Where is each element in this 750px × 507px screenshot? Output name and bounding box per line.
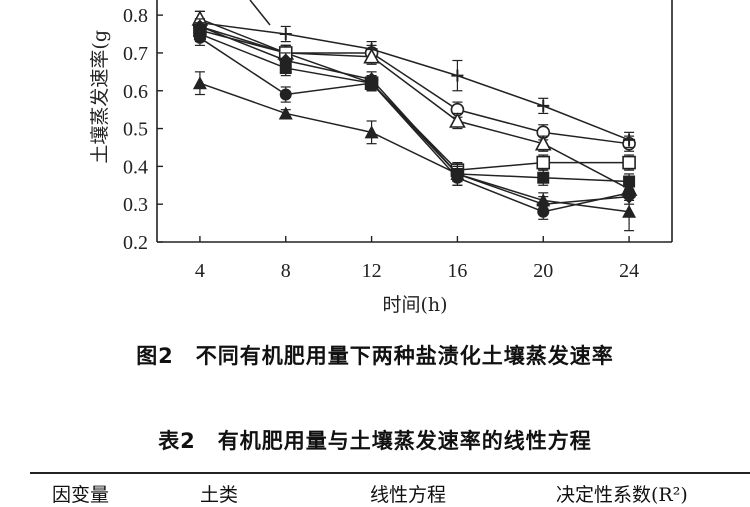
chart-axes: 0.2 0.3 0.4 0.5 0.6 0.7 0.8 4 8 12 16 20 24 xyxy=(123,0,673,282)
table-header-dependent-variable: 因变量 xyxy=(52,484,110,506)
y-tick-label: 0.3 xyxy=(123,194,148,216)
series-line xyxy=(199,21,630,141)
data-point-filled-triangle xyxy=(364,125,379,139)
data-point-filled-diamond xyxy=(364,72,379,87)
table-header-r-squared: 决定性系数(R²) xyxy=(556,484,688,506)
table-header-linear-equation: 线性方程 xyxy=(370,484,447,506)
y-tick-label: 0.5 xyxy=(123,119,148,141)
data-point-open-square xyxy=(622,155,636,170)
series-line xyxy=(199,25,630,205)
data-point-open-triangle xyxy=(449,112,466,128)
data-point-filled-circle xyxy=(193,31,206,44)
data-point-filled-triangle xyxy=(450,166,465,180)
chart-plot-area xyxy=(191,0,638,232)
x-tick-label: 24 xyxy=(619,260,639,282)
data-point-open-triangle xyxy=(534,135,552,151)
data-point-filled-triangle xyxy=(622,204,637,218)
data-point-cross xyxy=(537,99,550,112)
x-tick-label: 16 xyxy=(447,260,467,282)
chart: 0.2 0.3 0.4 0.5 0.6 0.7 0.8 4 8 12 16 20 24 土壤蒸发速率(g… xyxy=(89,0,673,316)
figure-caption: 图2 不同有机肥用量下两种盐渍化土壤蒸发速率 xyxy=(136,344,614,368)
table-header-soil-type: 土类 xyxy=(200,484,239,506)
series-line xyxy=(199,82,630,213)
x-axis-label: 时间(h) xyxy=(382,294,447,316)
data-point-open-square xyxy=(536,155,551,170)
data-point-filled-circle xyxy=(279,88,292,101)
data-point-cross xyxy=(279,28,292,41)
data-point-filled-diamond xyxy=(278,53,293,68)
x-tick-label: 4 xyxy=(195,260,205,282)
data-point-filled-square xyxy=(537,171,550,184)
data-point-cross xyxy=(623,133,636,146)
series-line xyxy=(199,37,630,213)
x-tick-label: 8 xyxy=(281,260,291,282)
table-caption: 表2 有机肥用量与土壤蒸发速率的线性方程 xyxy=(158,429,592,453)
data-point-filled-diamond xyxy=(192,19,207,34)
y-tick-label: 0.8 xyxy=(123,5,148,27)
y-tick-label: 0.6 xyxy=(123,81,148,103)
series-4 xyxy=(193,22,636,179)
y-axis-label: 土壤蒸发速率(g xyxy=(89,30,111,164)
table-top-rule xyxy=(30,472,750,474)
series-8 xyxy=(192,71,637,232)
series-line xyxy=(199,33,630,183)
series-line xyxy=(199,18,630,190)
data-point-open-triangle xyxy=(363,48,380,64)
y-tick-label: 0.2 xyxy=(123,232,148,254)
series-7 xyxy=(192,18,637,213)
data-point-filled-square xyxy=(623,175,636,188)
data-point-filled-triangle xyxy=(192,76,207,90)
data-point-filled-triangle xyxy=(278,106,293,120)
y-tick-label: 0.7 xyxy=(123,43,148,65)
y-tick-label: 0.4 xyxy=(123,156,148,178)
x-tick-label: 12 xyxy=(362,260,382,282)
data-point-cross xyxy=(451,69,464,82)
x-tick-label: 20 xyxy=(533,260,553,282)
data-point-filled-triangle xyxy=(536,193,551,207)
series-line-offscreen xyxy=(249,0,271,26)
